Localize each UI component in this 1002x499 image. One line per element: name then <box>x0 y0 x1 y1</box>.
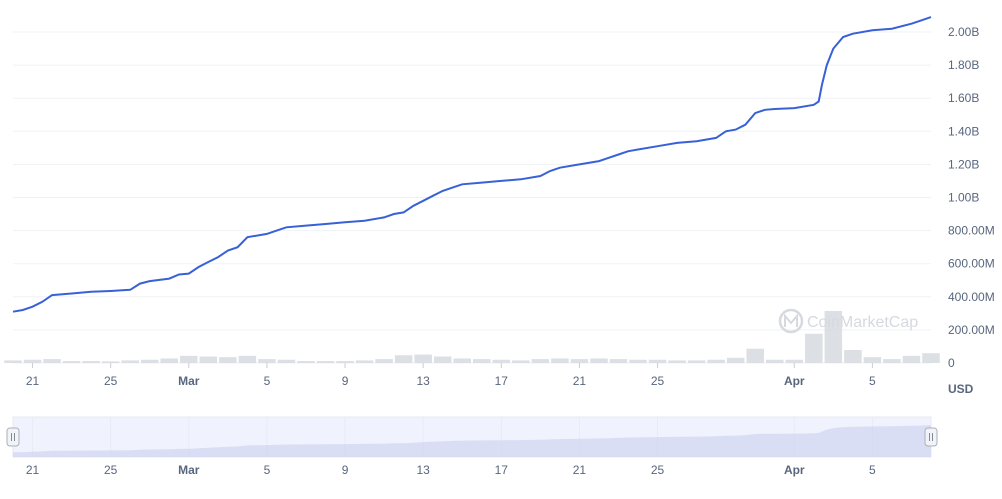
y-tick-label: 1.20B <box>948 157 979 171</box>
y-tick-label: 1.00B <box>948 191 979 205</box>
x-axis-ticks: 21 25 Mar 5 9 13 17 21 25 Apr 5 <box>26 363 876 388</box>
x-tick-label: Mar <box>178 374 200 388</box>
volume-bar <box>394 355 413 363</box>
y-tick-label: 200.00M <box>948 323 995 337</box>
x-tick-label: Apr <box>784 374 805 388</box>
y-tick-label: 0 <box>948 356 955 370</box>
volume-bar <box>62 361 81 363</box>
grid-lines <box>13 31 931 364</box>
navigator-x-tick-label: 17 <box>495 463 509 477</box>
y-tick-label: 800.00M <box>948 224 995 238</box>
volume-bar <box>570 359 589 363</box>
volume-bar <box>805 333 823 363</box>
volume-bar <box>433 356 452 363</box>
navigator-area <box>13 425 931 457</box>
volume-bar <box>609 359 628 363</box>
volume-bar <box>277 359 296 363</box>
volume-bar <box>785 359 804 363</box>
market-cap-line <box>12 16 932 313</box>
volume-bar <box>668 360 686 363</box>
volume-bar <box>922 353 940 363</box>
volume-bar <box>883 359 901 363</box>
volume-bar <box>824 311 843 363</box>
volume-bar <box>180 355 198 363</box>
navigator-x-tick-label: 25 <box>104 463 118 477</box>
y-tick-label: 1.80B <box>948 58 979 72</box>
navigator-x-tick-label: 21 <box>573 463 587 477</box>
volume-bar <box>355 360 374 363</box>
volume-bar <box>844 350 862 363</box>
y-tick-label: 400.00M <box>948 290 995 304</box>
navigator-x-tick-label: 21 <box>26 463 40 477</box>
range-navigator[interactable] <box>6 416 938 458</box>
navigator-x-tick-label: Mar <box>178 463 200 477</box>
volume-bar <box>82 361 100 363</box>
volume-bar <box>336 361 354 363</box>
volume-bar <box>258 359 276 363</box>
volume-bar <box>4 360 22 363</box>
x-tick-label: 21 <box>573 374 587 388</box>
volume-bar <box>43 359 61 363</box>
volume-bar <box>316 361 335 363</box>
volume-bars <box>4 311 940 363</box>
volume-bar <box>863 357 882 363</box>
volume-bar <box>219 357 237 363</box>
volume-bar <box>687 360 706 363</box>
x-tick-label: 17 <box>495 374 509 388</box>
volume-bar <box>512 360 530 363</box>
volume-bar <box>648 359 667 363</box>
volume-bar <box>414 354 432 363</box>
volume-bar <box>160 358 179 363</box>
volume-bar <box>23 359 42 363</box>
volume-bar <box>629 359 647 363</box>
x-tick-label: 5 <box>264 374 271 388</box>
navigator-x-tick-label: 13 <box>416 463 430 477</box>
y-axis-ticks: 0 200.00M 400.00M 600.00M 800.00M 1.00B 1.20B 1… <box>948 25 995 370</box>
x-tick-label: 21 <box>26 374 40 388</box>
navigator-x-tick-label: 5 <box>869 463 876 477</box>
x-tick-label: 25 <box>651 374 665 388</box>
navigator-x-tick-label: 9 <box>342 463 349 477</box>
x-tick-label: 13 <box>416 374 430 388</box>
y-tick-label: 1.40B <box>948 124 979 138</box>
volume-bar <box>765 359 784 363</box>
volume-bar <box>297 361 315 363</box>
volume-bar <box>238 355 257 363</box>
watermark-logo-icon <box>778 308 804 334</box>
x-tick-label: 25 <box>104 374 118 388</box>
volume-bar <box>453 358 471 363</box>
watermark-logo-mark <box>784 313 798 327</box>
x-tick-label: 5 <box>869 374 876 388</box>
y-tick-label: 1.60B <box>948 91 979 105</box>
volume-bar <box>590 358 608 363</box>
volume-bar <box>902 355 921 363</box>
volume-bar <box>551 358 569 363</box>
y-tick-label: 2.00B <box>948 25 979 39</box>
volume-bar <box>726 357 745 363</box>
navigator-left-handle[interactable] <box>6 427 20 447</box>
navigator-right-handle[interactable] <box>924 427 938 447</box>
volume-bar <box>375 359 393 363</box>
navigator-x-axis-ticks: 21 25 Mar 5 9 13 17 21 25 Apr 5 <box>26 463 876 477</box>
navigator-x-tick-label: Apr <box>784 463 805 477</box>
volume-bar <box>746 348 764 363</box>
currency-unit-label: USD <box>948 382 974 396</box>
volume-bar <box>473 359 491 363</box>
x-tick-label: 9 <box>342 374 349 388</box>
watermark: CoinMarketCap <box>778 308 918 334</box>
volume-bar <box>707 359 725 363</box>
volume-bar <box>199 356 218 363</box>
volume-bar <box>531 359 550 363</box>
volume-bar <box>140 359 159 363</box>
volume-bar <box>101 361 120 363</box>
volume-bar <box>492 359 511 363</box>
y-tick-label: 600.00M <box>948 257 995 271</box>
volume-bar <box>121 360 139 363</box>
navigator-x-tick-label: 5 <box>264 463 271 477</box>
watermark-text: CoinMarketCap <box>807 314 918 331</box>
navigator-x-tick-label: 25 <box>651 463 665 477</box>
